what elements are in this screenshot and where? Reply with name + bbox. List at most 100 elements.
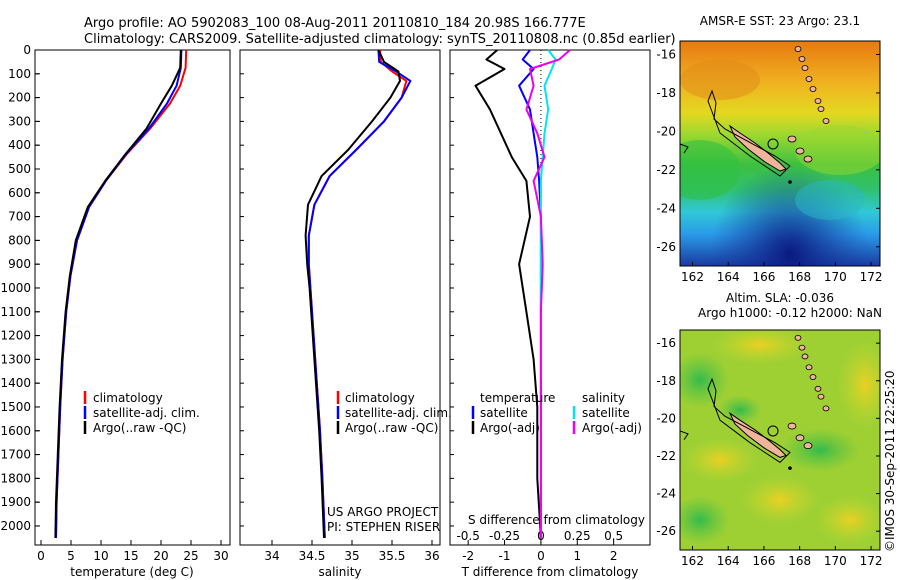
x-tick-label: 20 bbox=[153, 549, 168, 563]
island bbox=[805, 364, 813, 371]
island bbox=[801, 353, 809, 360]
depth-tick-label: 1500 bbox=[0, 400, 31, 414]
imos-timestamp: ©IMOS 30-Sep-2011 22:25:20 bbox=[883, 370, 897, 552]
sst-map-title: AMSR-E SST: 23 Argo: 23.1 bbox=[700, 14, 860, 28]
legend-entry-climatology: climatology bbox=[93, 391, 163, 405]
map-y-tick-label: -20 bbox=[656, 124, 676, 138]
salinity-panel: 34 34.5 35 35.5 36 bbox=[240, 49, 440, 563]
new-caledonia-island bbox=[728, 124, 787, 172]
sst-map-coastlines bbox=[679, 46, 830, 184]
reef-outline bbox=[707, 377, 791, 463]
temperature-xlabel: temperature (deg C) bbox=[70, 565, 193, 579]
series-line-s-argo bbox=[525, 49, 571, 538]
map-x-tick-label: 168 bbox=[788, 270, 811, 284]
map-x-tick-label: 172 bbox=[860, 270, 883, 284]
top-tick-label: -0.25 bbox=[489, 529, 520, 543]
series-line-argo-raw-qc- bbox=[54, 49, 182, 538]
salinity-legend: climatology satellite-adj. clim. Argo(..… bbox=[336, 391, 452, 435]
depth-tick-label: 900 bbox=[8, 257, 31, 271]
salinity-panel-frame bbox=[239, 49, 441, 546]
series-line-climatology bbox=[55, 49, 188, 538]
legend-entry-argo: Argo(..raw -QC) bbox=[345, 421, 438, 435]
series-line-satellite-adj-clim- bbox=[55, 49, 183, 538]
island bbox=[814, 98, 822, 104]
island bbox=[795, 434, 805, 442]
sla-map-title: Altim. SLA: -0.036 bbox=[726, 291, 834, 305]
project-credit: US ARGO PROJECT bbox=[327, 505, 439, 519]
depth-tick-label: 1900 bbox=[0, 495, 31, 509]
x-tick-label: 10 bbox=[93, 549, 108, 563]
reef-outline bbox=[707, 89, 791, 177]
map-y-tick-label: -22 bbox=[656, 449, 676, 463]
island bbox=[801, 65, 809, 71]
legend-entry-satellite: satellite-adj. clim. bbox=[345, 406, 452, 420]
argo-position-marker bbox=[767, 138, 779, 150]
legend-entry-climatology: climatology bbox=[345, 391, 415, 405]
depth-tick-label: 500 bbox=[8, 162, 31, 176]
x-tick-label: 34 bbox=[264, 549, 279, 563]
depth-tick-label: 1400 bbox=[0, 376, 31, 390]
x-tick-label: 34.5 bbox=[299, 549, 326, 563]
depth-tick-label: 1700 bbox=[0, 448, 31, 462]
map-x-tick-label: 170 bbox=[824, 270, 847, 284]
series-line-argo-raw-qc- bbox=[304, 49, 401, 538]
x-tick-label: 35 bbox=[344, 549, 359, 563]
difference-panel-frame bbox=[449, 49, 651, 546]
x-tick-label: 36 bbox=[424, 549, 439, 563]
map-x-tick-label: 172 bbox=[860, 554, 883, 568]
temperature-legend: climatology satellite-adj. clim. Argo(..… bbox=[83, 391, 200, 435]
x-tick-label: 25 bbox=[183, 549, 198, 563]
sst-map-axes: 162 164 166 168 170 172 -16 -18 -20 -22 -24 -26 bbox=[656, 47, 882, 284]
legend-entry-s-argo: Argo(-adj) bbox=[582, 421, 642, 435]
map-x-tick-label: 166 bbox=[752, 554, 775, 568]
x-tick-label: 35.5 bbox=[379, 549, 406, 563]
island bbox=[794, 334, 802, 341]
depth-tick-label: 2000 bbox=[0, 519, 31, 533]
map-x-tick-label: 168 bbox=[788, 554, 811, 568]
difference-panel: -2 -1 0 1 2-0.5 -0.25 0 0.25 0.5 bbox=[450, 49, 623, 563]
depth-tick-label: 1600 bbox=[0, 424, 31, 438]
x-tick-label: 0 bbox=[537, 549, 545, 563]
series-line-s-satellite bbox=[539, 49, 557, 538]
s-difference-label: S difference from climatology bbox=[468, 513, 645, 527]
island bbox=[787, 135, 797, 143]
map-y-tick-label: -24 bbox=[656, 201, 676, 215]
x-tick-label: 5 bbox=[67, 549, 75, 563]
map-y-tick-label: -22 bbox=[656, 163, 676, 177]
argo-position-marker bbox=[767, 425, 779, 437]
legend-entry-s-satellite: satellite bbox=[582, 406, 630, 420]
island bbox=[822, 118, 830, 124]
depth-tick-label: 300 bbox=[8, 114, 31, 128]
difference-xlabel: T difference from climatology bbox=[461, 565, 639, 579]
x-tick-label: 1 bbox=[573, 549, 581, 563]
map-y-tick-label: -24 bbox=[656, 487, 676, 501]
island bbox=[809, 86, 817, 92]
temperature-panel-frame bbox=[34, 49, 231, 546]
island bbox=[798, 344, 806, 351]
sla-map-frame bbox=[679, 329, 881, 551]
depth-axis: 0 100 200 300 400 500 600 700 800 900 1000 1100 1200… bbox=[0, 43, 40, 533]
island bbox=[803, 155, 813, 163]
sla-map-coastlines bbox=[679, 334, 830, 470]
island bbox=[817, 393, 825, 400]
island bbox=[809, 374, 817, 380]
depth-tick-label: 1300 bbox=[0, 352, 31, 366]
legend-entry-t-satellite: satellite bbox=[480, 406, 528, 420]
island bbox=[795, 147, 805, 155]
island bbox=[794, 46, 802, 52]
x-tick-label: -1 bbox=[499, 549, 511, 563]
map-y-tick-label: -20 bbox=[656, 411, 676, 425]
legend-entry-t-argo: Argo(-adj) bbox=[480, 421, 540, 435]
coast-fragment bbox=[679, 143, 689, 154]
island bbox=[803, 442, 813, 450]
depth-tick-label: 400 bbox=[8, 138, 31, 152]
legend-entry-satellite: satellite-adj. clim. bbox=[93, 406, 200, 420]
sla-map-field bbox=[680, 330, 880, 550]
pi-credit: PI: STEPHEN RISER bbox=[327, 520, 440, 534]
map-y-tick-label: -18 bbox=[656, 374, 676, 388]
x-tick-label: 2 bbox=[610, 549, 618, 563]
island bbox=[822, 405, 830, 412]
sst-map-field bbox=[680, 41, 880, 266]
island bbox=[798, 56, 806, 62]
difference-legend: temperature satellite Argo(-adj) salinit… bbox=[471, 391, 642, 435]
